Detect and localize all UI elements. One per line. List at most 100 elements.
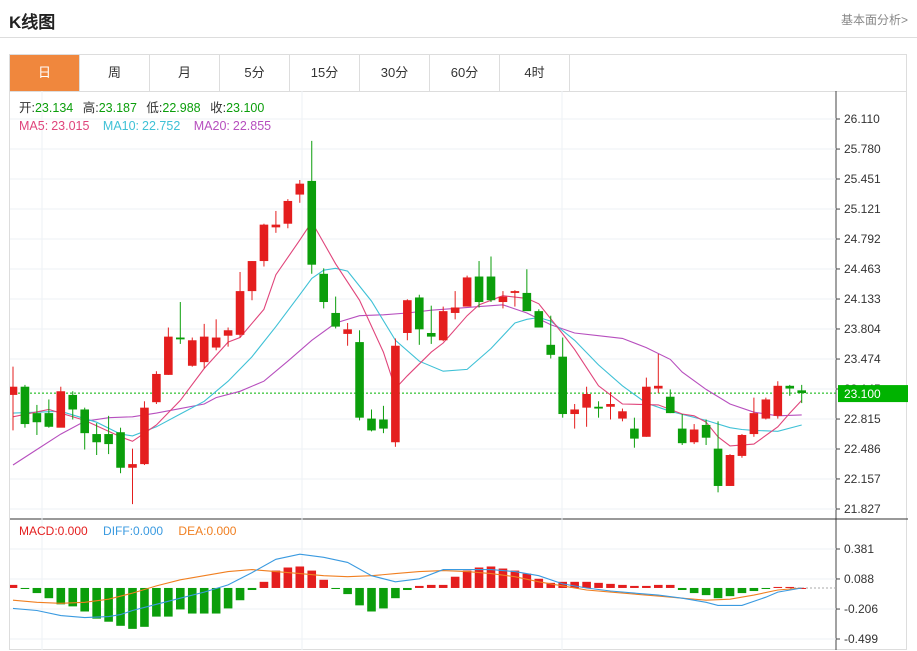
macd-bar xyxy=(426,584,436,588)
candle xyxy=(713,421,723,493)
macd-bar xyxy=(295,566,305,588)
candle xyxy=(68,391,78,420)
candle xyxy=(594,401,603,418)
candle xyxy=(582,386,591,427)
macd-bar xyxy=(199,587,209,614)
open-value: 23.134 xyxy=(35,101,73,115)
candle xyxy=(426,305,436,344)
candle xyxy=(295,180,305,203)
candle xyxy=(797,384,806,404)
macd-bar xyxy=(474,567,484,588)
diff-line xyxy=(12,553,802,619)
y-tick-label: 24.133 xyxy=(844,292,881,306)
macd-bar xyxy=(498,568,508,588)
macd-bar xyxy=(749,587,759,592)
tab-6[interactable]: 60分 xyxy=(430,55,500,91)
y-tick-label: 26.110 xyxy=(844,112,880,126)
macd-bar xyxy=(534,578,544,588)
tab-1[interactable]: 周 xyxy=(80,55,150,91)
macd-bar xyxy=(68,587,78,607)
y-tick-label: 25.451 xyxy=(844,172,881,186)
candle xyxy=(403,299,412,341)
dea-value: 0.000 xyxy=(206,524,236,538)
chart-panel: 26.110 25.780 25.451 25.121 24.792 24.463 24.1… xyxy=(8,91,908,650)
macd-bar xyxy=(558,581,567,588)
tab-4[interactable]: 15分 xyxy=(290,55,360,91)
macd-bar xyxy=(701,587,711,596)
macd-bar xyxy=(259,581,269,588)
macd-bar xyxy=(510,570,520,588)
y-tick-label: 22.815 xyxy=(844,412,881,426)
macd-bar xyxy=(438,584,448,588)
macd-bar xyxy=(92,587,101,619)
current-price-tag: 23.100 xyxy=(838,385,908,403)
macd-bar xyxy=(761,587,771,589)
candle xyxy=(92,423,101,456)
candle xyxy=(630,417,639,448)
macd-bar xyxy=(116,587,125,626)
candle xyxy=(283,199,293,229)
candle xyxy=(450,291,460,320)
candle xyxy=(116,427,125,474)
tab-3[interactable]: 5分 xyxy=(220,55,290,91)
macd-bar xyxy=(486,566,496,588)
macd-bar xyxy=(319,579,328,588)
candle xyxy=(247,261,257,301)
macd-bar xyxy=(403,587,412,591)
macd-bar xyxy=(725,587,735,597)
y-tick-label: 23.804 xyxy=(844,322,881,336)
candle xyxy=(773,381,783,419)
macd-bar xyxy=(450,576,460,588)
macd-bar xyxy=(713,587,723,599)
candle xyxy=(164,327,173,375)
candle xyxy=(654,353,663,394)
tab-0[interactable]: 日 xyxy=(10,55,80,91)
high-label: 高: xyxy=(83,100,99,115)
candle xyxy=(367,409,376,432)
y-tick-label: 22.486 xyxy=(844,442,881,456)
macd-bar xyxy=(343,587,352,595)
candle xyxy=(558,337,567,418)
ma10-value: 22.752 xyxy=(142,119,180,133)
candle xyxy=(546,315,556,359)
low-label: 低: xyxy=(146,101,162,115)
candle xyxy=(391,338,400,447)
macd-bar xyxy=(654,584,663,588)
candle xyxy=(343,322,352,346)
candle xyxy=(749,397,759,437)
candle xyxy=(618,408,627,422)
tab-7[interactable]: 4时 xyxy=(500,55,570,91)
tab-5[interactable]: 30分 xyxy=(360,55,430,91)
macd-bar xyxy=(582,581,591,588)
ma20-value: 22.855 xyxy=(233,119,271,133)
macd-bar xyxy=(32,587,42,594)
macd-bar xyxy=(677,587,687,591)
diff-label: DIFF: xyxy=(103,524,133,538)
candle xyxy=(355,330,364,421)
candle xyxy=(701,419,711,445)
macd-lines xyxy=(12,553,802,619)
candle xyxy=(20,384,30,428)
kline-chart[interactable]: 26.110 25.780 25.451 25.121 24.792 24.463 24.1… xyxy=(8,91,908,650)
y-tick-label: 25.780 xyxy=(844,142,881,156)
ma20-label: MA20: xyxy=(194,119,230,133)
macd-bar xyxy=(104,587,113,622)
candle xyxy=(522,269,532,312)
candle xyxy=(211,319,221,351)
candle xyxy=(462,275,472,307)
y-tick-label: 22.157 xyxy=(844,472,881,486)
macd-bar xyxy=(355,587,364,606)
candle xyxy=(152,371,161,405)
moving-average-lines xyxy=(12,220,803,466)
candle xyxy=(486,256,496,303)
macd-bar xyxy=(594,582,603,588)
fundamental-analysis-link[interactable]: 基本面分析> xyxy=(840,13,908,27)
y-tick-label: 25.121 xyxy=(844,202,881,216)
tab-2[interactable]: 月 xyxy=(150,55,220,91)
candle xyxy=(474,261,484,308)
macd-bar xyxy=(128,587,137,629)
ma10-label: MA10: xyxy=(103,119,139,133)
candle xyxy=(570,404,579,429)
candle xyxy=(331,296,340,329)
macd-bar xyxy=(331,587,340,589)
